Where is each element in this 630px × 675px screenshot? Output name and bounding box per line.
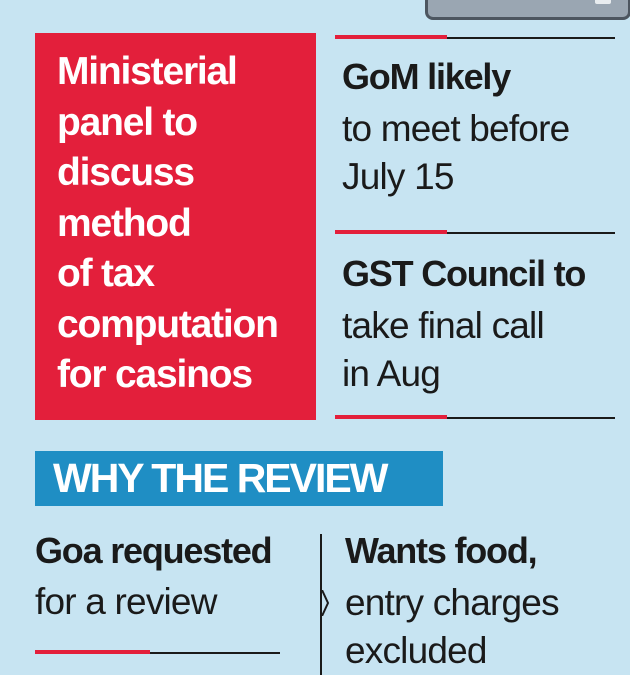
reason-text: for a review [35,581,217,622]
reason-headline: Wants food, [345,530,538,571]
reason-text: entry charges [345,582,560,623]
panel-line: panel to [57,100,198,144]
divider-rule [335,37,615,39]
panel-line: of tax [57,252,155,295]
divider-accent [335,230,447,234]
column-divider [320,534,322,675]
device-illustration [425,0,630,20]
divider-rule [335,417,615,419]
device-button-icon [595,0,611,4]
panel-line: for casinos [57,353,253,396]
item-text: to meet before [342,108,570,149]
section-banner [35,451,443,506]
divider-accent [335,35,447,39]
divider-accent [335,415,447,419]
item-text: take final call [342,305,545,346]
divider-rule [335,232,615,234]
panel-box [35,33,316,420]
reason-headline: Goa requested [35,530,273,571]
item-text: in Aug [342,353,441,394]
panel-line: computation [57,302,279,346]
item-headline: GoM likely [342,56,511,97]
item-headline: GST Council to [342,253,586,294]
panel-text: Ministerial panel to discuss method of t… [57,47,307,401]
item-text: July 15 [342,156,454,197]
panel-line: discuss [57,151,195,194]
reason-text: excluded [345,630,488,671]
divider-rule [35,652,280,654]
divider-notch-icon [321,590,330,616]
divider-accent [35,650,150,654]
section-banner-label: WHY THE REVIEW [53,455,388,501]
panel-line: Ministerial [57,50,238,93]
panel-line: method [57,201,192,245]
